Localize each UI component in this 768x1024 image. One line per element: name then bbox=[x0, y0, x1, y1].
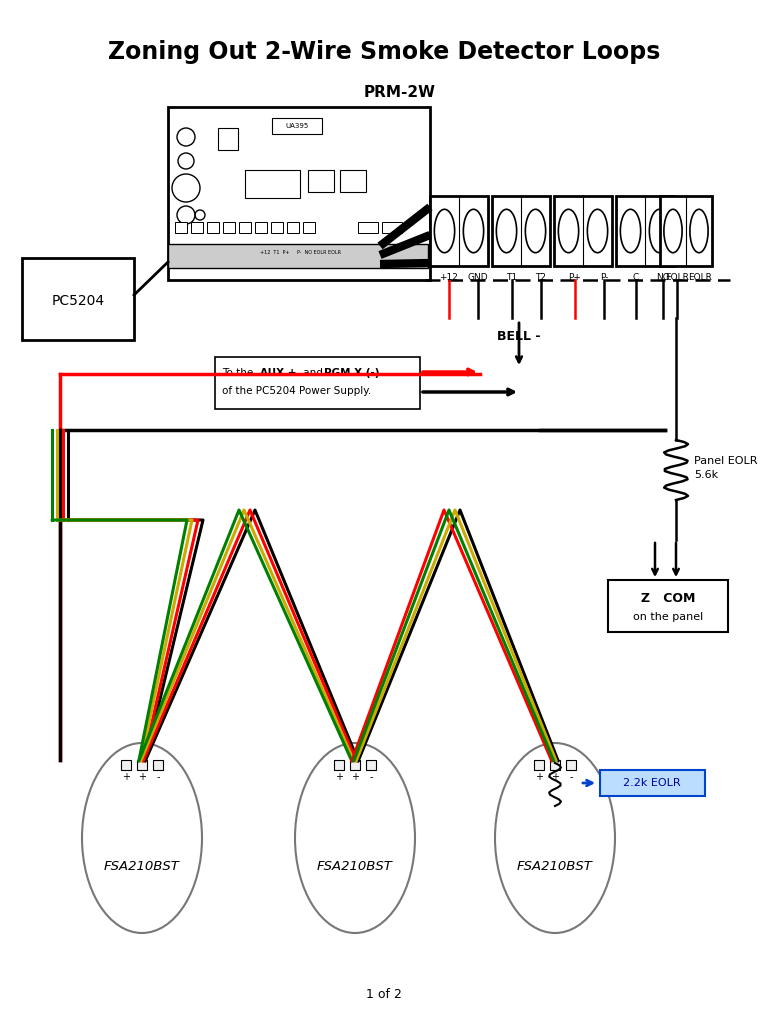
Text: +: + bbox=[335, 772, 343, 782]
FancyBboxPatch shape bbox=[554, 196, 612, 266]
Text: +: + bbox=[551, 772, 559, 782]
FancyBboxPatch shape bbox=[334, 760, 344, 770]
Text: +: + bbox=[138, 772, 146, 782]
Text: and: and bbox=[300, 368, 326, 378]
FancyBboxPatch shape bbox=[215, 357, 420, 409]
Text: UA395: UA395 bbox=[286, 123, 309, 129]
Text: EOLR: EOLR bbox=[688, 273, 712, 282]
FancyBboxPatch shape bbox=[308, 170, 334, 193]
FancyBboxPatch shape bbox=[608, 580, 728, 632]
Text: +: + bbox=[535, 772, 543, 782]
FancyBboxPatch shape bbox=[271, 222, 283, 233]
FancyBboxPatch shape bbox=[223, 222, 235, 233]
Text: T1: T1 bbox=[506, 273, 518, 282]
FancyBboxPatch shape bbox=[207, 222, 219, 233]
Text: +12  T1  P+     P-  NO EOLR EOLR: +12 T1 P+ P- NO EOLR EOLR bbox=[260, 250, 341, 255]
FancyBboxPatch shape bbox=[350, 760, 360, 770]
FancyBboxPatch shape bbox=[22, 258, 134, 340]
Text: of the PC5204 Power Supply.: of the PC5204 Power Supply. bbox=[222, 386, 371, 396]
Text: P+: P+ bbox=[568, 273, 581, 282]
Text: +: + bbox=[351, 772, 359, 782]
Text: GND: GND bbox=[468, 273, 488, 282]
Text: -: - bbox=[156, 772, 160, 782]
Text: FSA210BST: FSA210BST bbox=[517, 859, 593, 872]
FancyBboxPatch shape bbox=[245, 170, 300, 198]
FancyBboxPatch shape bbox=[566, 760, 576, 770]
Text: PC5204: PC5204 bbox=[51, 294, 104, 308]
Text: 1 of 2: 1 of 2 bbox=[366, 988, 402, 1001]
Text: Z   COM: Z COM bbox=[641, 592, 695, 604]
Text: -: - bbox=[369, 772, 372, 782]
Text: To the: To the bbox=[222, 368, 257, 378]
FancyBboxPatch shape bbox=[550, 760, 560, 770]
FancyBboxPatch shape bbox=[272, 118, 322, 134]
FancyBboxPatch shape bbox=[366, 760, 376, 770]
FancyBboxPatch shape bbox=[616, 196, 674, 266]
Text: P-: P- bbox=[600, 273, 608, 282]
FancyBboxPatch shape bbox=[358, 222, 378, 233]
FancyBboxPatch shape bbox=[218, 128, 238, 150]
FancyBboxPatch shape bbox=[660, 196, 712, 266]
Text: on the panel: on the panel bbox=[633, 612, 703, 622]
FancyBboxPatch shape bbox=[175, 222, 187, 233]
Text: EOLR: EOLR bbox=[665, 273, 689, 282]
FancyBboxPatch shape bbox=[303, 222, 315, 233]
FancyBboxPatch shape bbox=[492, 196, 550, 266]
Text: PRM-2W: PRM-2W bbox=[364, 85, 436, 100]
FancyBboxPatch shape bbox=[255, 222, 267, 233]
FancyBboxPatch shape bbox=[382, 222, 402, 233]
FancyBboxPatch shape bbox=[287, 222, 299, 233]
Text: FSA210BST: FSA210BST bbox=[104, 859, 180, 872]
FancyBboxPatch shape bbox=[534, 760, 544, 770]
Text: T2: T2 bbox=[535, 273, 547, 282]
Text: AUX +: AUX + bbox=[260, 368, 296, 378]
FancyBboxPatch shape bbox=[600, 770, 705, 796]
Text: Panel EOLR
5.6k: Panel EOLR 5.6k bbox=[694, 456, 757, 480]
Text: PGM X (-): PGM X (-) bbox=[324, 368, 379, 378]
FancyBboxPatch shape bbox=[153, 760, 163, 770]
FancyBboxPatch shape bbox=[168, 244, 428, 268]
FancyBboxPatch shape bbox=[239, 222, 251, 233]
FancyBboxPatch shape bbox=[121, 760, 131, 770]
FancyBboxPatch shape bbox=[168, 106, 430, 280]
Text: NO: NO bbox=[656, 273, 670, 282]
Text: 2.2k EOLR: 2.2k EOLR bbox=[623, 778, 680, 788]
FancyBboxPatch shape bbox=[430, 196, 488, 266]
FancyBboxPatch shape bbox=[137, 760, 147, 770]
Text: C: C bbox=[633, 273, 639, 282]
Text: -: - bbox=[569, 772, 573, 782]
Text: +12: +12 bbox=[439, 273, 458, 282]
Text: FSA210BST: FSA210BST bbox=[317, 859, 393, 872]
Text: BELL -: BELL - bbox=[497, 330, 541, 343]
FancyBboxPatch shape bbox=[340, 170, 366, 193]
Text: Zoning Out 2-Wire Smoke Detector Loops: Zoning Out 2-Wire Smoke Detector Loops bbox=[108, 40, 660, 63]
FancyBboxPatch shape bbox=[191, 222, 203, 233]
Text: +: + bbox=[122, 772, 130, 782]
